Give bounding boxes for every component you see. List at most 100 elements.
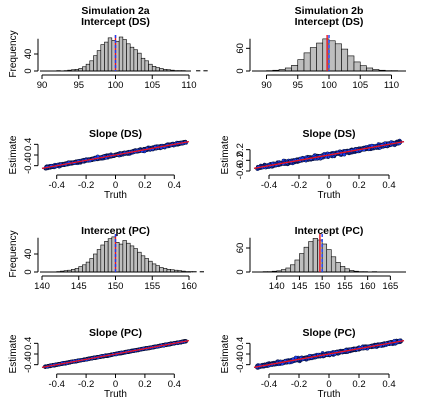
panel-8-x-tick-label: 0.4: [382, 379, 395, 390]
panel-7-x-tick-label: 0.2: [138, 379, 151, 390]
panel-6-histogram-bar: [309, 242, 314, 272]
panel-4-x-tick-label: 0.4: [382, 180, 395, 191]
panel-4-x-tick-label: 0.2: [352, 180, 365, 191]
panel-1-histogram-bar: [130, 47, 134, 71]
panel-1-histogram-bar: [138, 53, 142, 71]
panel-5-histogram-bar: [138, 252, 142, 272]
panel-2-histogram-bar: [354, 62, 360, 71]
panel-2-x-tick-label: 110: [384, 80, 399, 91]
panel-6-histogram-bar: [295, 260, 300, 272]
panel-4-x-label: Truth: [318, 190, 341, 201]
panel-5-histogram-bar: [86, 262, 90, 272]
panel-6-histogram-bar: [299, 254, 304, 272]
panel-2-x-tick-label: 95: [292, 80, 303, 91]
panel-2-y-tick-label: 60: [235, 43, 246, 54]
panel-2-histogram-bar: [348, 56, 354, 71]
panel-7-x-label: Truth: [104, 389, 127, 400]
panel-5-y-tick-label: 0: [23, 269, 34, 274]
panel-5-x-tick-label: 155: [144, 281, 160, 292]
panel-5-y-label: Frequency: [8, 230, 19, 277]
panel-6-x-tick-label: 145: [292, 281, 308, 292]
panel-6-histogram-bar: [327, 250, 332, 272]
panel-1-histogram-bar: [127, 44, 131, 71]
panel-5-histogram-bar: [134, 249, 138, 272]
panel-2-y-tick-label: 0: [235, 68, 246, 73]
panel-6-x-tick-label: 160: [360, 281, 376, 292]
panel-3-y-label: Estimate: [8, 135, 19, 174]
panel-7-y-tick-label: 0: [23, 351, 34, 356]
panel-3-x-label: Truth: [104, 190, 127, 201]
panel-5-histogram-bar: [79, 267, 83, 272]
panel-2-histogram-bar: [304, 53, 310, 71]
panel-6-histogram-bar: [313, 238, 318, 272]
panel-2-histogram-bar: [317, 43, 323, 71]
panel-1-x-tick-label: 100: [108, 80, 124, 91]
panel-3-x-tick-label: 0.4: [168, 180, 181, 191]
panel-2-histogram-bar: [342, 49, 348, 71]
panel-1-histogram-bar: [119, 37, 123, 71]
panel-1-subtitle: Intercept (DS): [81, 16, 150, 28]
panel-1-y-tick-label: 40: [23, 49, 34, 60]
panel-1-x-tick-label: 90: [37, 80, 48, 91]
panel-1-histogram-bar: [134, 50, 138, 71]
panel-5-histogram-bar: [127, 243, 131, 272]
panel-4-identity-line: [254, 142, 404, 169]
panel-5-x-tick-label: 140: [34, 281, 50, 292]
panel-7-x-tick-label: -0.4: [49, 379, 65, 390]
panel-3-identity-line: [42, 142, 189, 169]
panel-7-x-tick-label: 0: [113, 379, 118, 390]
panel-1-histogram-bar: [97, 51, 101, 71]
panel-2-x-tick-label: 90: [261, 80, 272, 91]
panel-7-x-tick-label: -0.2: [78, 379, 94, 390]
panel-1-histogram-bar: [141, 58, 145, 71]
panel-8-x-tick-label: -0.4: [261, 379, 277, 390]
panel-3-x-tick-label: -0.4: [49, 180, 65, 191]
panel-4-data-point: [343, 153, 346, 156]
panel-6-histogram-bar: [336, 262, 341, 272]
panel-5-histogram-bar: [104, 241, 108, 272]
panel-6-histogram-bar: [290, 265, 295, 272]
panel-7-x-tick-label: 0.4: [168, 379, 181, 390]
panel-3-x-tick-label: -0.2: [78, 180, 94, 191]
panel-5-histogram-bar: [93, 254, 97, 272]
panel-2-histogram-bar: [360, 66, 366, 71]
panel-2-histogram-bar: [292, 65, 298, 71]
panel-7-y-tick-label: 0.4: [23, 337, 34, 350]
panel-3-y-tick-label: 0.4: [23, 138, 34, 151]
panel-2-x-tick-label: 100: [321, 80, 337, 91]
panel-5-histogram-bar: [130, 246, 134, 272]
panel-6-histogram-bar: [331, 257, 336, 272]
panel-1-histogram-bar: [145, 61, 149, 71]
panel-7-y-label: Estimate: [8, 334, 19, 373]
panel-6-histogram-bar: [322, 244, 327, 272]
panel-8-y-tick-label: -0.4: [235, 356, 246, 372]
panel-2-histogram-bar: [323, 39, 329, 71]
panel-7-title: Slope (PC): [89, 327, 142, 339]
panel-7-identity-line: [42, 341, 189, 368]
panel-8-x-label: Truth: [318, 389, 341, 400]
panel-6-x-tick-label: 140: [269, 281, 285, 292]
panel-5-histogram-bar: [149, 261, 153, 272]
panel-2-histogram-bar: [298, 60, 304, 71]
panel-5-histogram-bar: [97, 250, 101, 273]
panel-1-histogram-bar: [149, 64, 153, 71]
panel-3-title: Slope (DS): [89, 128, 142, 140]
panel-8-y-tick-label: 0: [235, 351, 246, 356]
panel-1-histogram-bar: [108, 38, 112, 71]
panel-8-x-tick-label: 0.2: [352, 379, 365, 390]
panel-5-histogram-bar: [119, 244, 123, 272]
panel-5-x-tick-label: 145: [71, 281, 87, 292]
panel-2-x-tick-label: 105: [352, 80, 368, 91]
panel-5-x-tick-label: 160: [181, 281, 197, 292]
panel-6-title: Intercept (PC): [295, 225, 364, 237]
panel-5-y-tick-label: 40: [23, 249, 34, 260]
panel-8-y-label: Estimate: [220, 334, 231, 373]
panel-6-y-tick-label: 0: [235, 269, 246, 274]
panel-4-x-tick-label: -0.4: [261, 180, 277, 191]
panel-6-y-tick-label: 60: [235, 243, 246, 254]
panel-3-x-tick-label: 0: [113, 180, 118, 191]
panel-1-histogram-bar: [152, 66, 156, 71]
panel-8-y-tick-label: 0.4: [235, 337, 246, 350]
